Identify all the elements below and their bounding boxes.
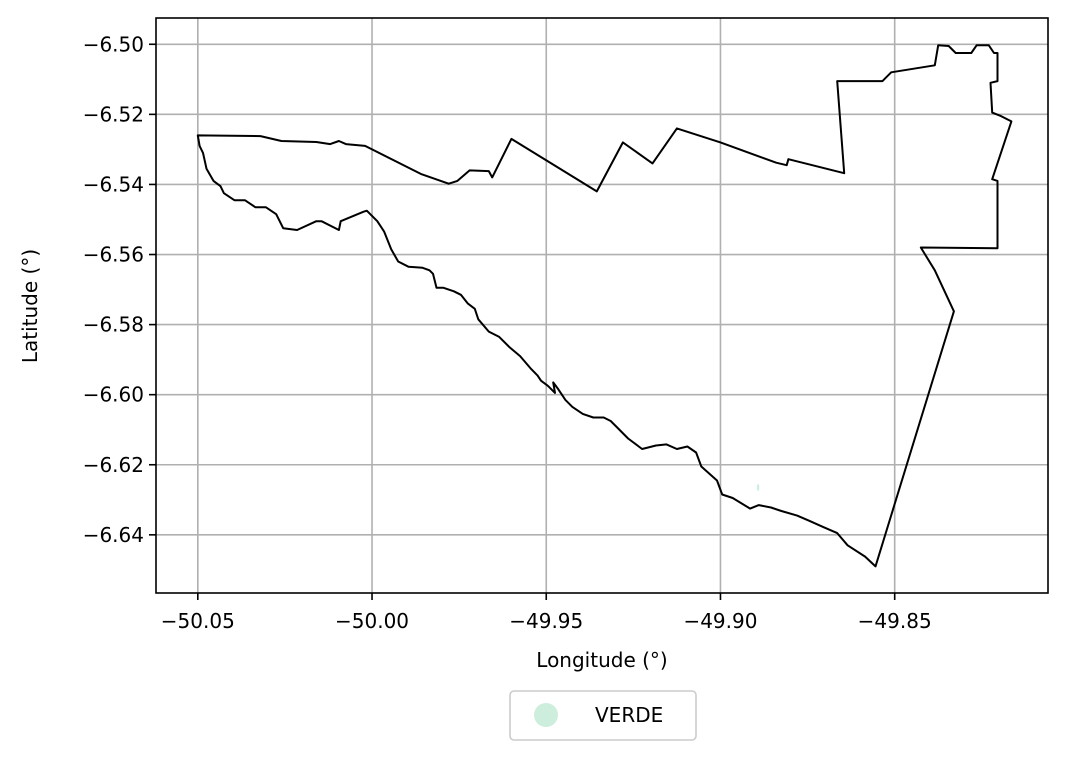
x-tick-label: −49.95 (509, 609, 583, 633)
municipality-boundary (196, 44, 1013, 568)
plot-frame (155, 17, 1049, 594)
grid-lines (156, 18, 1048, 593)
x-axis-ticks: −50.05 −50.00 −49.95 −49.90 −49.85 (161, 593, 932, 633)
y-axis-label: Latitude (°) (18, 249, 42, 363)
legend: VERDE (509, 690, 697, 741)
legend-box (509, 690, 697, 741)
map-data (196, 44, 1013, 568)
x-tick-label: −49.90 (683, 609, 757, 633)
legend-marker-verde (534, 703, 558, 727)
y-tick-label: −6.62 (83, 453, 144, 477)
y-tick-label: −6.60 (83, 383, 144, 407)
x-tick-label: −49.85 (858, 609, 932, 633)
y-tick-label: −6.58 (83, 313, 144, 337)
y-axis-ticks: −6.50 −6.52 −6.54 −6.56 −6.58 −6.60 −6.62 −6.64 (83, 32, 156, 547)
y-tick-label: −6.52 (83, 102, 144, 126)
x-tick-label: −50.05 (161, 609, 235, 633)
y-tick-label: −6.54 (83, 172, 144, 196)
legend-label-verde: VERDE (595, 703, 663, 727)
x-tick-label: −50.00 (335, 609, 409, 633)
y-tick-label: −6.50 (83, 32, 144, 56)
y-tick-label: −6.64 (83, 523, 144, 547)
x-axis-label: Longitude (°) (536, 648, 667, 672)
verde-point (756, 484, 760, 492)
y-tick-label: −6.56 (83, 243, 144, 267)
